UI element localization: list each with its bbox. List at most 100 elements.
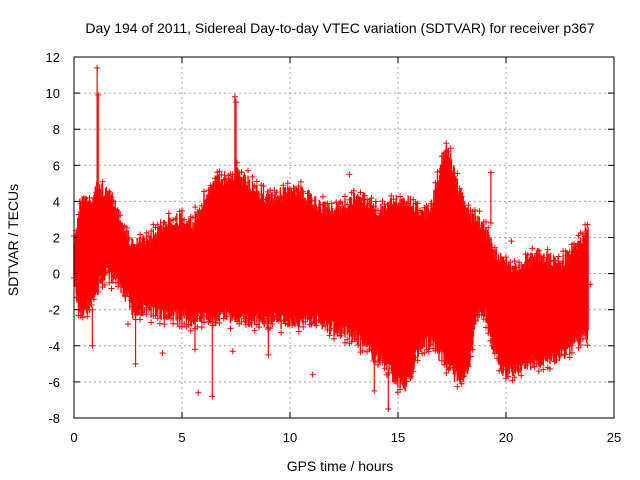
data-point	[421, 349, 428, 356]
data-point	[90, 296, 97, 303]
data-point	[425, 348, 432, 355]
spike-point	[231, 180, 238, 187]
data-point	[540, 254, 547, 261]
data-point	[150, 221, 157, 228]
data-point	[341, 193, 348, 200]
data-point	[302, 318, 309, 325]
data-point	[454, 170, 461, 177]
data-point	[341, 339, 348, 346]
data-point	[511, 374, 518, 381]
data-point	[524, 251, 531, 258]
data-point	[181, 216, 188, 223]
spike-point	[191, 346, 198, 353]
data-point	[502, 254, 509, 261]
data-point	[555, 253, 562, 260]
spike-point	[487, 169, 494, 176]
data-point	[223, 313, 230, 320]
data-point	[507, 259, 514, 266]
data-point	[256, 324, 263, 331]
data-point	[584, 342, 591, 349]
data-point	[485, 224, 492, 231]
data-point	[491, 244, 498, 251]
data-point	[251, 327, 258, 334]
y-tick-label: -2	[48, 303, 60, 318]
data-point	[544, 246, 551, 253]
data-point	[337, 332, 344, 339]
y-tick-label: 6	[53, 158, 60, 173]
outlier-point	[125, 321, 131, 328]
data-point	[344, 336, 351, 343]
data-point	[379, 198, 386, 205]
data-point	[571, 337, 578, 344]
data-point	[403, 378, 410, 385]
data-point	[192, 204, 199, 211]
data-point	[154, 221, 161, 228]
outlier-point	[195, 389, 202, 396]
outlier-point	[508, 238, 515, 245]
data-point	[198, 324, 205, 331]
spike-point	[385, 405, 392, 412]
data-point	[295, 328, 302, 335]
data-point	[178, 207, 185, 214]
spike-point	[132, 360, 139, 367]
data-point	[278, 329, 285, 336]
data-point	[500, 257, 507, 264]
data-point	[350, 187, 357, 194]
data-point	[101, 281, 108, 288]
spike-point	[89, 342, 96, 349]
spike-point	[265, 324, 272, 331]
data-point	[509, 377, 516, 384]
data-point	[300, 188, 307, 195]
data-point	[297, 178, 304, 185]
data-point	[308, 197, 315, 204]
data-point	[148, 319, 155, 326]
x-tick-label: 25	[607, 430, 621, 445]
spike-point	[94, 64, 101, 71]
data-point	[476, 208, 483, 215]
data-point	[467, 353, 474, 360]
data-point	[273, 189, 280, 196]
data-point	[326, 332, 333, 339]
data-point	[408, 373, 415, 380]
data-point	[471, 207, 478, 214]
data-point	[359, 347, 366, 354]
data-point	[372, 198, 379, 205]
data-point	[584, 221, 591, 228]
data-point	[535, 247, 542, 254]
data-point	[344, 201, 351, 208]
data-point	[551, 257, 558, 264]
data-point	[242, 321, 249, 328]
data-point	[445, 148, 452, 155]
data-point	[117, 212, 124, 219]
y-tick-label: -6	[48, 375, 60, 390]
spike-point	[233, 99, 239, 106]
data-point	[562, 351, 569, 358]
outlier-point	[587, 281, 594, 288]
data-point	[245, 167, 252, 174]
y-tick-label: 8	[53, 122, 60, 137]
outlier-point	[309, 371, 316, 378]
data-point	[535, 368, 542, 375]
y-tick-label: 4	[53, 194, 60, 209]
data-point	[187, 327, 194, 334]
data-point	[516, 259, 523, 266]
data-point	[227, 325, 234, 332]
data-point	[260, 315, 267, 322]
data-point	[253, 178, 260, 185]
spike-point	[95, 216, 102, 223]
y-tick-label: 0	[53, 267, 60, 282]
outlier-point	[229, 348, 236, 355]
data-point	[269, 321, 276, 328]
data-point	[375, 361, 382, 368]
data-point	[454, 383, 461, 390]
data-point	[443, 370, 450, 377]
data-point	[414, 357, 421, 364]
x-tick-label: 15	[391, 430, 405, 445]
data-point	[291, 319, 298, 326]
data-point	[482, 218, 489, 225]
y-tick-label: -4	[48, 339, 60, 354]
data-point	[557, 352, 564, 359]
data-point	[330, 335, 337, 342]
y-axis: -8 -6 -4 -2 0 2 4 6 8 10 12	[46, 50, 614, 426]
spike-point	[371, 387, 378, 394]
